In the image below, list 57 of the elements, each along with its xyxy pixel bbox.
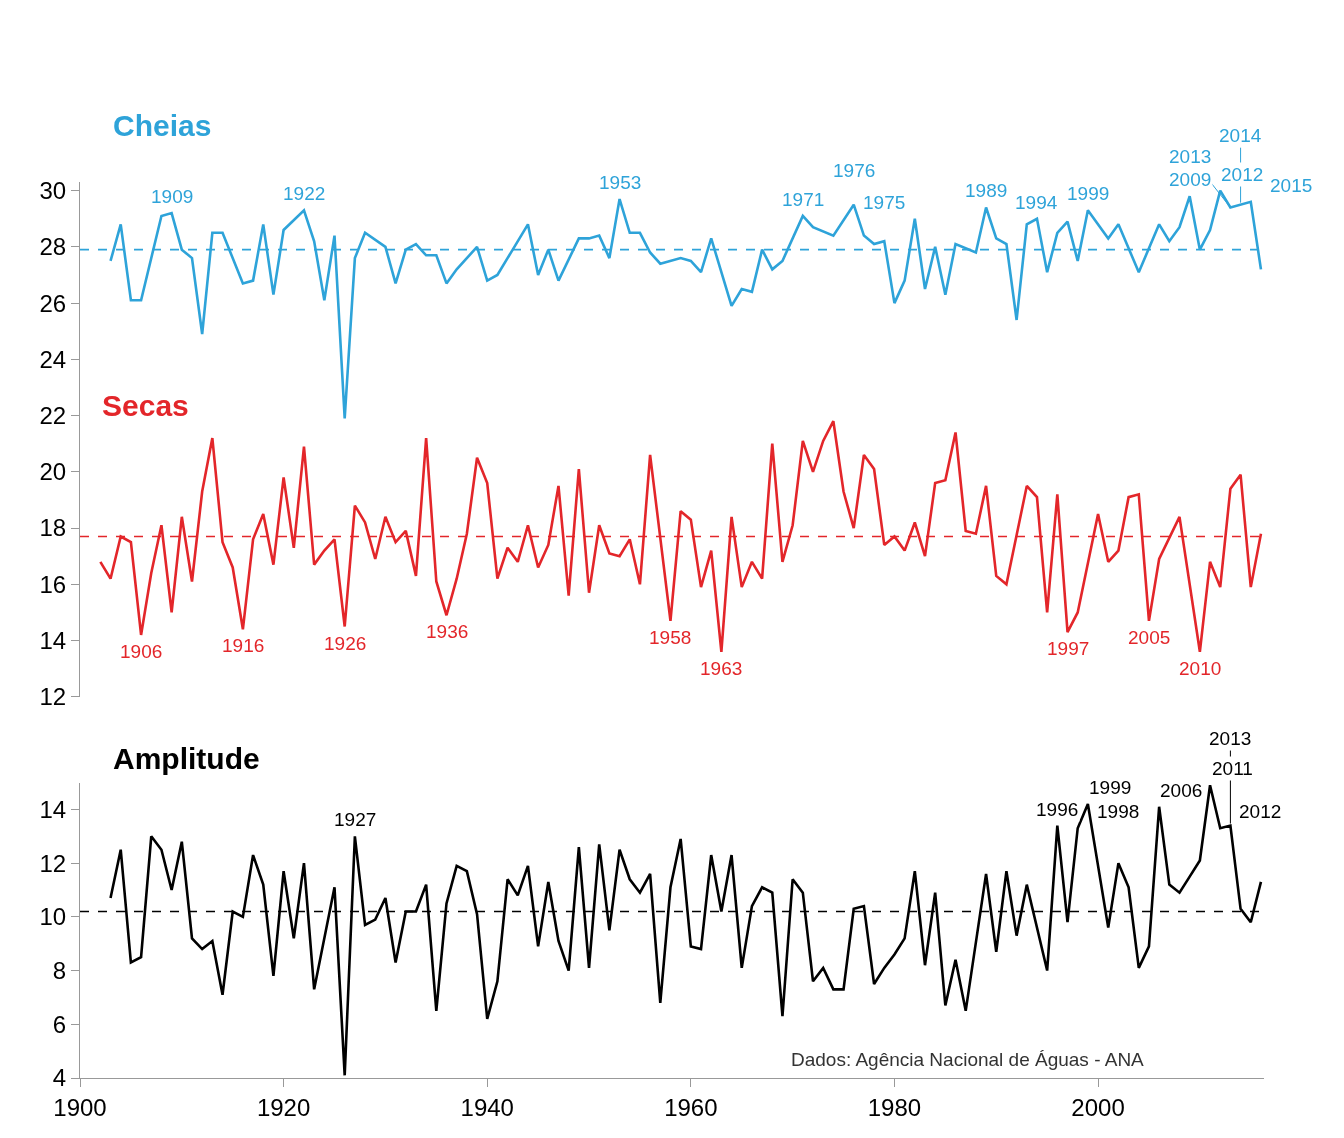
annotation: 1936 [426,621,469,642]
annotation: 1909 [151,186,194,207]
annotation: 2012 [1239,801,1282,822]
y-tick-label: 14 [39,795,67,823]
y-tick-label: 12 [39,683,67,711]
annotation: 1976 [833,160,876,181]
annotation: 1975 [863,192,906,213]
x-tick-label: 1980 [867,1093,922,1121]
annotation: 1953 [599,172,642,193]
y-tick-label: 28 [39,233,67,261]
x-tick-label: 2000 [1071,1093,1125,1121]
x-tick-label: 1920 [256,1093,311,1121]
annotation: 1998 [1097,801,1140,822]
annotation: 1958 [649,627,692,648]
annotation: 1922 [283,183,326,204]
annotation: 1926 [324,633,367,654]
y-tick-label: 20 [39,458,67,486]
annotation: Dados: Agência Nacional de Águas - ANA [791,1049,1145,1070]
annotation: 2005 [1128,627,1171,648]
y-tick-label: 22 [39,401,67,429]
annotation: 1963 [700,658,743,679]
y-tick-label: 4 [52,1064,67,1092]
x-tick-label: 1940 [460,1093,514,1121]
annotation: 2015 [1270,175,1313,196]
annotation: 1989 [965,180,1008,201]
annotation: 1996 [1036,799,1079,820]
annotation: 1916 [222,635,265,656]
annotation: 2013 [1209,728,1252,749]
x-tick-label: 1960 [664,1093,718,1121]
annotation: 2006 [1160,780,1203,801]
y-tick-label: 12 [39,849,67,877]
annotation: 2009 [1169,169,1212,190]
y-tick-label: 30 [39,177,67,205]
y-tick-label: 14 [39,626,67,654]
annotation: 2013 [1169,146,1212,167]
annotation: 1997 [1047,638,1090,659]
annotation: 1971 [782,189,825,210]
text: Cheias [113,109,212,142]
annotation: 2010 [1179,658,1222,679]
y-tick-label: 10 [39,903,67,931]
series-label: Secas [102,389,189,422]
y-tick-label: 26 [39,289,67,317]
annotation: 1994 [1015,192,1058,213]
y-tick-label: 8 [52,956,67,984]
y-tick-label: 18 [39,514,67,542]
annotation: 1999 [1067,183,1110,204]
y-tick-label: 16 [39,570,67,598]
annotation: 2011 [1212,758,1253,779]
annotation: 2012 [1221,164,1264,185]
x-tick-label: 1900 [53,1093,107,1121]
y-tick-label: 6 [52,1010,67,1038]
annotation: 2014 [1219,125,1262,146]
annotation: 1927 [334,809,377,830]
annotation: 1999 [1089,777,1132,798]
text: Amplitude [113,742,260,775]
annotation: 1906 [120,641,163,662]
y-tick-label: 24 [39,345,67,373]
